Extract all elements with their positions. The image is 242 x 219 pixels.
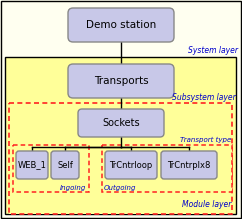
Bar [9, 103, 232, 214]
Text: Transports: Transports [94, 76, 148, 86]
Text: TrCntrplx8: TrCntrplx8 [167, 161, 211, 170]
Text: Demo station: Demo station [86, 20, 156, 30]
Bar [13, 145, 89, 192]
Text: Module layer: Module layer [182, 200, 231, 209]
Text: Self: Self [57, 161, 73, 170]
Bar [102, 145, 232, 192]
Text: Subsystem layer: Subsystem layer [172, 93, 236, 102]
Text: TrCntrloop: TrCntrloop [109, 161, 153, 170]
FancyBboxPatch shape [51, 151, 79, 179]
FancyBboxPatch shape [16, 151, 48, 179]
FancyBboxPatch shape [68, 8, 174, 42]
Text: Transport type: Transport type [180, 137, 231, 143]
FancyBboxPatch shape [68, 64, 174, 98]
Text: System layer: System layer [188, 46, 238, 55]
Text: Outgoing: Outgoing [104, 185, 136, 191]
FancyBboxPatch shape [78, 109, 164, 137]
Bar [5, 57, 236, 214]
Text: Sockets: Sockets [102, 118, 140, 128]
Text: Ingoing: Ingoing [60, 185, 86, 191]
FancyBboxPatch shape [161, 151, 217, 179]
Text: WEB_1: WEB_1 [18, 161, 46, 170]
FancyBboxPatch shape [105, 151, 157, 179]
